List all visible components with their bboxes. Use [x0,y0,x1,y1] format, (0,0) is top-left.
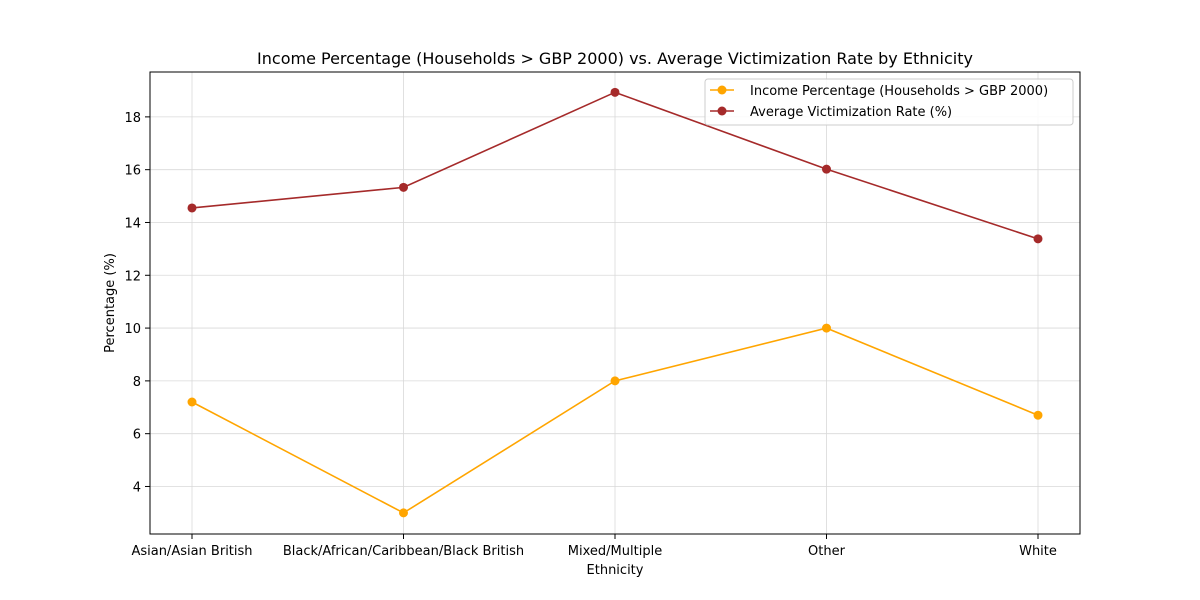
y-axis-label: Percentage (%) [103,253,118,353]
series-1 [187,87,1043,244]
x-tick-label: White [1019,544,1057,559]
y-tick-label: 8 [133,375,141,390]
legend: Income Percentage (Households > GBP 2000… [704,78,1074,126]
y-axis: 4 6 8 10 12 14 16 18 [124,111,150,495]
y-tick-label: 10 [124,322,141,337]
y-tick-label: 6 [133,428,141,443]
legend-label: Income Percentage (Households > GBP 2000… [750,84,1048,99]
grid [150,72,1080,534]
x-tick-label: Other [808,544,846,559]
chart-title: Income Percentage (Households > GBP 2000… [257,49,973,68]
data-point [399,182,408,192]
y-tick-label: 4 [133,480,141,495]
data-point [822,323,831,333]
data-point [187,397,197,407]
legend-box [704,78,1074,126]
data-point [187,203,197,213]
x-tick-label: Asian/Asian British [131,544,252,559]
y-tick-label: 16 [124,164,141,179]
legend-label: Average Victimization Rate (%) [750,105,952,120]
series-layer [187,87,1043,518]
y-tick-label: 14 [124,216,141,231]
legend-marker [717,106,727,116]
data-point [822,164,831,174]
y-tick-label: 12 [124,269,141,284]
data-point [399,508,408,518]
data-point [610,87,620,97]
x-tick-label: Mixed/Multiple [568,544,662,559]
legend-marker [717,85,727,95]
x-axis: Asian/Asian British Black/African/Caribbe… [131,534,1057,559]
data-point [610,376,620,386]
series-0 [187,323,1043,518]
y-tick-label: 18 [124,111,141,126]
data-point [1033,410,1043,420]
data-point [1033,234,1043,244]
x-tick-label: Black/African/Caribbean/Black British [283,544,524,559]
x-axis-label: Ethnicity [587,563,644,578]
